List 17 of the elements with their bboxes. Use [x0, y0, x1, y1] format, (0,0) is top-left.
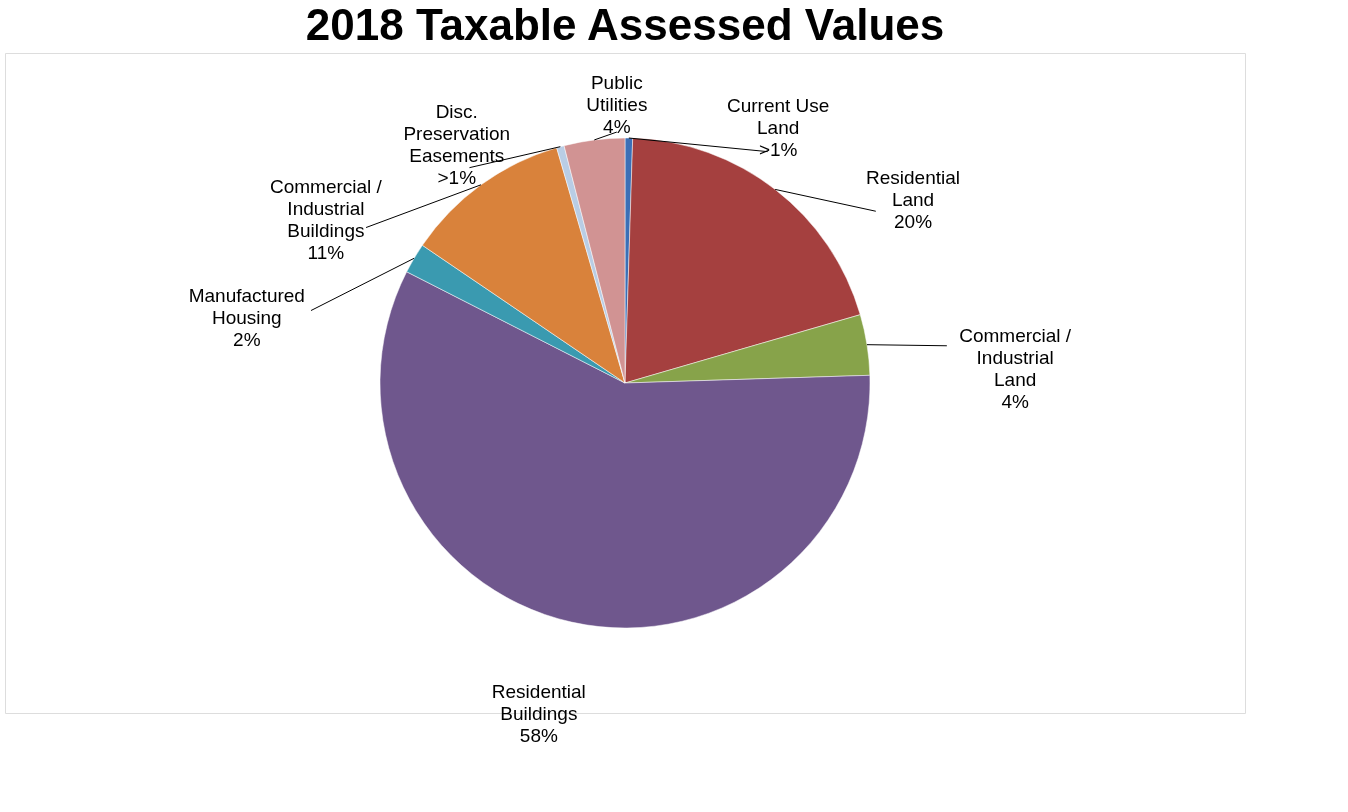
slice-label: Commercial / Industrial Buildings — [269, 176, 383, 242]
data-label: >1% — [437, 166, 477, 188]
data-label: 4% — [1001, 391, 1029, 413]
data-label: 58% — [519, 724, 558, 746]
data-label: 4% — [603, 116, 631, 138]
slice-label: Manufactured Housing — [188, 285, 305, 329]
slice-label: Residential Land — [866, 166, 961, 210]
data-label: >1% — [758, 139, 798, 161]
slice-label: Commercial / Industrial Land — [959, 325, 1072, 391]
slice-label: Residential Buildings — [491, 680, 586, 724]
slice-label: Current Use Land — [726, 95, 830, 139]
data-label: 11% — [307, 242, 345, 264]
chart-title: 2018 Taxable Assessed Values — [305, 0, 945, 49]
slice-label: Disc. Preservation Easements — [403, 100, 511, 166]
data-label: 2% — [233, 329, 261, 351]
slice-label: Public Utilities — [586, 72, 648, 116]
data-label: 20% — [894, 210, 933, 232]
